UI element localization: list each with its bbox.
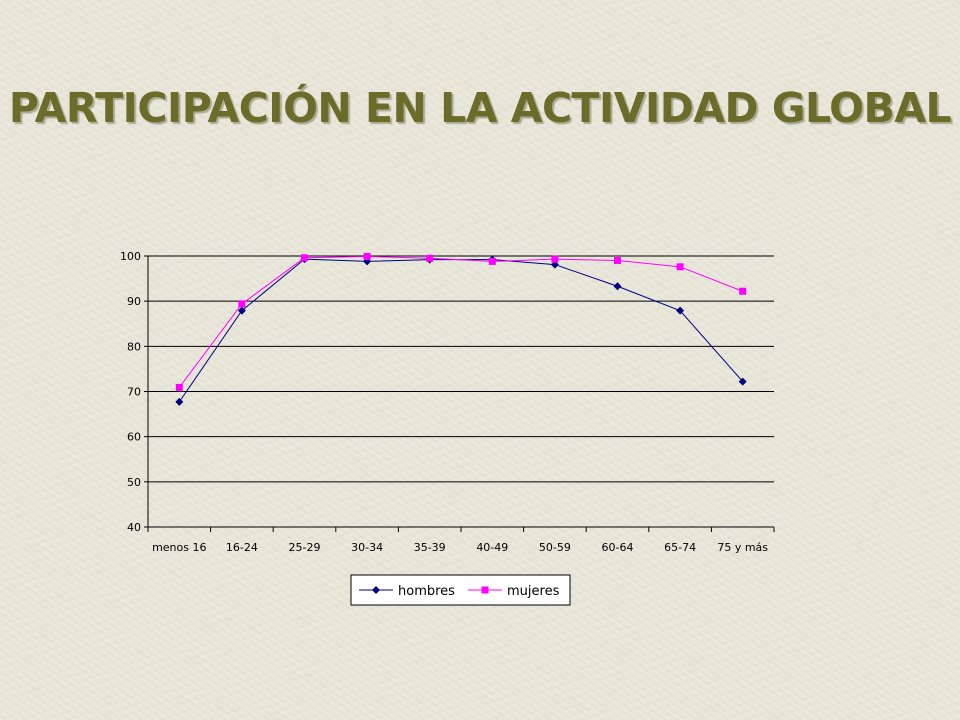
data-point bbox=[738, 377, 747, 386]
x-tick-label: 35-39 bbox=[414, 541, 446, 554]
y-tick-label: 50 bbox=[127, 476, 141, 489]
data-point bbox=[426, 254, 434, 262]
data-point bbox=[301, 254, 308, 262]
x-tick-label: 65-74 bbox=[664, 541, 696, 554]
data-point bbox=[175, 383, 183, 391]
x-tick-label: 16-24 bbox=[226, 541, 258, 554]
x-tick-label: 60-64 bbox=[602, 541, 634, 554]
y-axis-labels: 40 50 60 70 80 90 100 bbox=[120, 250, 141, 534]
y-tick-label: 100 bbox=[120, 250, 141, 263]
chart-series bbox=[175, 252, 747, 406]
series-mujeres bbox=[175, 252, 747, 391]
data-point bbox=[676, 306, 685, 315]
y-tick-label: 40 bbox=[127, 521, 141, 534]
x-tick-label: 75 y más bbox=[717, 541, 768, 554]
legend-marker bbox=[481, 586, 489, 594]
data-point bbox=[551, 255, 559, 263]
data-point bbox=[739, 287, 747, 295]
x-tick-label: menos 16 bbox=[152, 541, 206, 554]
data-point bbox=[363, 252, 371, 260]
chart-axes bbox=[144, 255, 775, 532]
series-line-hombres bbox=[178, 258, 744, 403]
series-hombres bbox=[175, 255, 747, 406]
x-tick-label: 50-59 bbox=[539, 541, 571, 554]
legend-label: mujeres bbox=[507, 584, 560, 599]
y-tick-label: 80 bbox=[127, 340, 141, 353]
data-point bbox=[175, 397, 184, 406]
chart-grid bbox=[148, 255, 774, 483]
data-point bbox=[614, 257, 621, 265]
data-point bbox=[238, 300, 246, 308]
data-point bbox=[237, 306, 246, 315]
y-tick-label: 60 bbox=[127, 431, 141, 444]
x-axis-labels: menos 16 16-24 25-29 30-34 35-39 40-49 50-59 60… bbox=[152, 541, 768, 554]
chart-legend: hombres mujeres bbox=[350, 574, 571, 606]
data-point bbox=[488, 257, 496, 265]
y-tick-label: 90 bbox=[127, 295, 141, 308]
data-point bbox=[613, 282, 622, 291]
legend-marker bbox=[372, 586, 380, 594]
legend-label: hombres bbox=[398, 584, 455, 599]
slide-title: PARTICIPACIÓN EN LA ACTIVIDAD GLOBAL bbox=[8, 84, 952, 132]
x-tick-label: 30-34 bbox=[351, 541, 383, 554]
series-line-mujeres bbox=[178, 255, 743, 388]
y-tick-label: 70 bbox=[127, 386, 141, 399]
data-point bbox=[676, 263, 684, 271]
x-tick-label: 40-49 bbox=[476, 541, 508, 554]
x-tick-label: 25-29 bbox=[289, 541, 321, 554]
